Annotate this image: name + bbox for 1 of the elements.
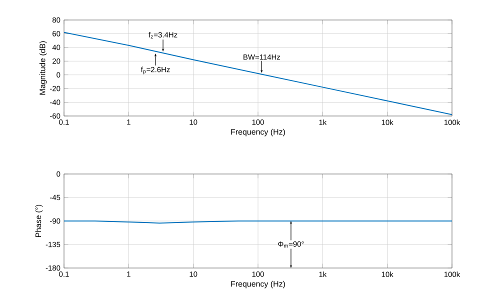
line-series — [64, 32, 452, 116]
